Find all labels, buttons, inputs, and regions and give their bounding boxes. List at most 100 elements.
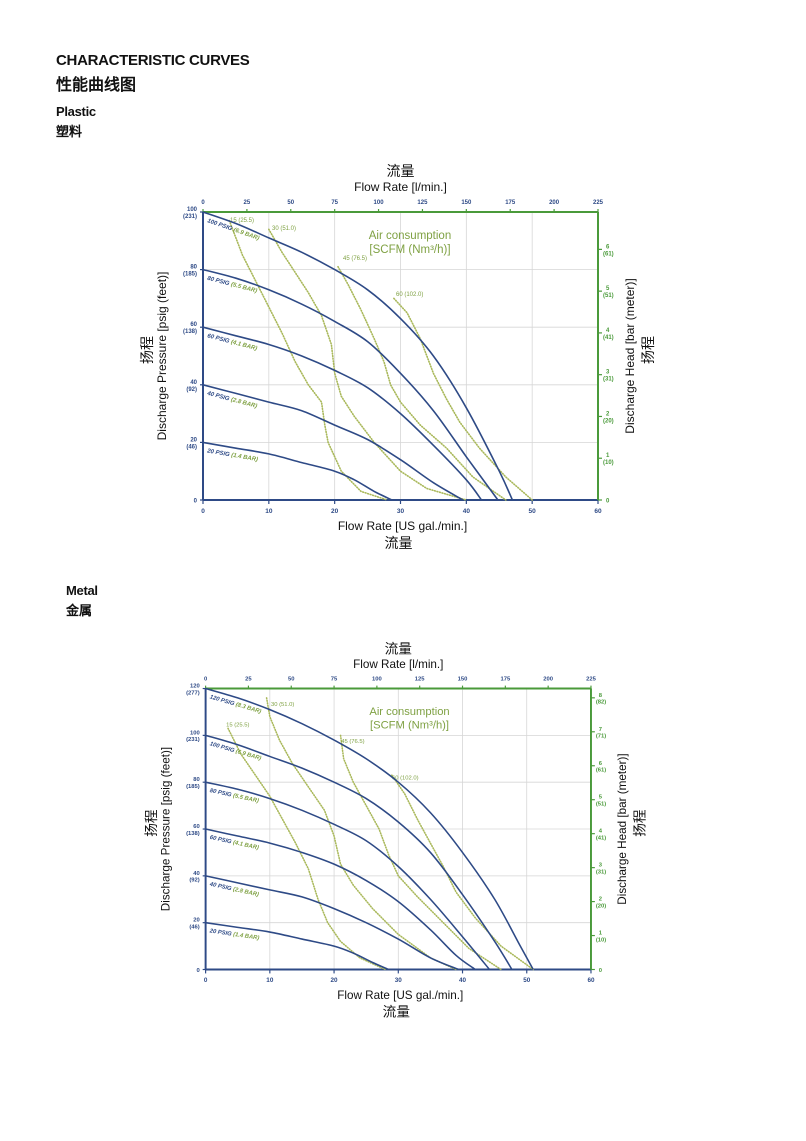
pressure-curve [205,875,459,971]
air-consumption-label: 30 (51.0) [271,702,294,708]
y2-tick-label: 8 [599,693,603,699]
air-consumption-line [265,697,457,971]
y2-tick-label: 4 [606,328,610,334]
y2-axis-title: Discharge Head [bar (meter)] [623,278,637,433]
y-tick-sublabel: (46) [186,444,197,450]
air-consumption-label: 60 (102.0) [396,292,423,298]
top-tick-label: 175 [505,200,516,206]
section-plastic-title: Plastic [56,104,96,119]
y-tick-label: 100 [187,207,198,213]
air-consumption-label: 45 (76.5) [343,256,367,262]
curve-label-bar: (6.9 BAR) [235,749,262,762]
x-axis-title-cn: 流量 [383,1004,411,1019]
curve-label-psig: 80 PSIG [206,276,231,288]
air-consumption-title: Air consumption [369,230,451,242]
top-tick-label: 75 [331,677,338,683]
y2-tick-sublabel: (61) [603,251,614,257]
x-tick-label: 60 [594,508,602,515]
y2-tick-label: 4 [599,829,603,835]
top-tick-label: 225 [593,200,604,206]
y-tick-sublabel: (138) [186,831,200,837]
pressure-curve-label: 60 PSIG (4.1 BAR) [209,835,259,852]
y-tick-label: 100 [190,730,201,736]
top-tick-label: 225 [586,677,597,683]
y2-tick-sublabel: (61) [596,768,606,774]
y-tick-label: 60 [193,824,200,830]
curve-label-psig: 80 PSIG [209,788,233,799]
pressure-curve-label: 20 PSIG (1.4 BAR) [208,928,259,941]
pressure-curve-label: 20 PSIG (1.4 BAR) [206,448,259,463]
page-title: CHARACTERISTIC CURVES [56,52,250,69]
air-consumption-label: 15 (25.5) [230,218,254,224]
air-consumption-line [337,265,507,501]
x-axis-title: Flow Rate [US gal./min.] [338,519,467,533]
curve-label-psig: 20 PSIG [208,928,233,938]
top-tick-label: 0 [201,200,205,206]
pressure-curve-label: 80 PSIG (5.5 BAR) [206,276,257,295]
y-axis-title: Discharge Pressure [psig (feet)] [160,747,173,911]
y2-axis-title-cn: 扬程 [640,336,656,364]
y2-tick-sublabel: (41) [603,335,614,341]
x-tick-label: 30 [397,508,405,515]
top-axis-title-cn: 流量 [387,163,415,179]
y-tick-label: 80 [193,777,200,783]
top-tick-label: 0 [204,677,208,683]
y-tick-label: 20 [190,437,197,443]
x-tick-label: 40 [459,977,467,984]
page-title-cn: 性能曲线图 [56,75,137,94]
curve-label-bar: (1.4 BAR) [231,453,259,464]
y2-tick-sublabel: (82) [596,700,606,706]
y2-tick-sublabel: (71) [596,734,606,740]
top-tick-label: 50 [288,677,295,683]
pressure-curve [205,734,513,970]
pressure-curve [205,828,476,971]
y2-tick-label: 2 [599,897,603,903]
y2-tick-sublabel: (10) [596,937,606,943]
y-axis-title: Discharge Pressure [psig (feet)] [155,272,169,441]
y2-tick-label: 3 [599,863,603,869]
air-consumption-line [227,727,387,971]
y-tick-label: 0 [196,968,200,974]
y2-tick-label: 6 [599,761,603,767]
air-consumption-line [228,219,389,501]
x-tick-label: 10 [266,977,274,984]
y2-tick-label: 7 [599,727,602,733]
y2-tick-label: 0 [599,968,603,974]
y2-tick-label: 2 [606,411,610,417]
pressure-curve [205,687,534,970]
y2-axis-title: Discharge Head [bar (meter)] [616,753,629,904]
pressure-curve-label: 80 PSIG (5.5 BAR) [209,788,259,805]
pressure-curve [205,781,491,971]
top-tick-label: 100 [374,200,385,206]
pressure-curve-label: 40 PSIG (2.8 BAR) [206,391,258,410]
top-axis-title-cn: 流量 [385,641,413,656]
air-consumption-label: 45 (76.5) [341,739,364,745]
curve-label-bar: (4.1 BAR) [230,340,258,353]
y-tick-sublabel: (185) [183,272,197,278]
top-axis-title: Flow Rate [l/min.] [354,180,447,194]
pressure-curve [202,326,483,501]
y2-axis-title-cn: 扬程 [633,809,648,837]
y2-tick-label: 1 [599,931,603,937]
y2-tick-sublabel: (51) [596,802,606,808]
y-tick-sublabel: (231) [183,214,197,220]
top-tick-label: 75 [331,200,338,206]
curve-label-psig: 60 PSIG [206,333,231,345]
y2-tick-label: 5 [606,286,610,292]
y-axis-title-cn: 扬程 [139,336,155,364]
air-consumption-label: 30 (51.0) [272,226,296,232]
y2-tick-sublabel: (20) [596,903,606,909]
x-tick-label: 40 [463,508,471,515]
section-plastic-title-cn: 塑料 [56,125,83,140]
plastic-performance-chart: 0 10 20 30 40 50 600 25 50 75 100 125 150 175 200 22502… [139,163,656,551]
air-consumption-subtitle: [SCFM (Nm³/h)] [369,244,450,256]
top-tick-label: 100 [372,677,383,683]
pressure-curve-label: 60 PSIG (4.1 BAR) [206,333,257,352]
top-tick-label: 175 [500,677,511,683]
x-tick-label: 0 [201,508,205,515]
curve-label-psig: 40 PSIG [208,881,233,892]
curve-label-bar: (1.4 BAR) [233,932,260,942]
air-consumption-title: Air consumption [369,706,449,718]
air-consumption-line [268,228,468,501]
y2-tick-label: 1 [606,453,610,459]
